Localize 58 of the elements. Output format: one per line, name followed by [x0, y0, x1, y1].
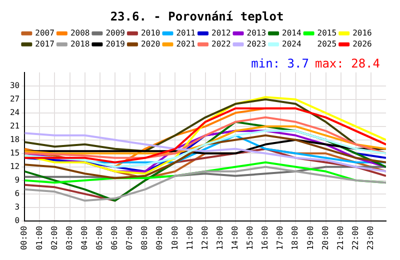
- y-tick-label: 0: [14, 216, 20, 225]
- y-tick-label: 21: [10, 121, 20, 130]
- y-tick-label: 18: [10, 134, 20, 144]
- x-tick-label: 14:00: [230, 226, 240, 250]
- x-tick-label: 23:00: [366, 226, 376, 250]
- legend-label: 2015: [317, 28, 337, 38]
- x-tick-label: 05:00: [94, 226, 104, 250]
- y-tick-label: 24: [10, 108, 20, 117]
- text: min: 3.7: [251, 56, 309, 71]
- y-tick-label: 6: [14, 188, 20, 198]
- y-tick-label: 12: [10, 162, 20, 171]
- x-tick-label: 07:00: [125, 226, 134, 250]
- x-tick-label: 04:00: [80, 226, 89, 250]
- x-tick-label: 21:00: [336, 226, 345, 250]
- legend-label: 2014: [282, 28, 302, 38]
- text: max: 28.4: [314, 56, 380, 71]
- x-tick-label: 08:00: [140, 226, 150, 250]
- y-tick-label: 3: [14, 202, 20, 212]
- x-tick-label: 20:00: [320, 226, 330, 250]
- text: 2025: [317, 39, 337, 48]
- x-tick-label: 16:00: [260, 226, 270, 250]
- legend-label: 2024: [282, 39, 302, 48]
- y-tick-label: 15: [10, 148, 20, 158]
- x-tick-label: 17:00: [276, 226, 285, 250]
- legend-label: 2021: [176, 39, 196, 48]
- y-tick-label: 30: [10, 80, 20, 90]
- x-tick-label: 19:00: [306, 226, 315, 250]
- legend-label: 2019: [106, 39, 126, 48]
- legend-label: 2020: [140, 39, 160, 48]
- x-tick-label: 13:00: [215, 226, 224, 250]
- chart-title: 23.6. - Porovnání teplot: [110, 9, 284, 24]
- x-tick-label: 22:00: [350, 226, 360, 250]
- y-tick-label: 9: [14, 175, 20, 184]
- y-tick-label: 27: [10, 94, 20, 104]
- legend-label: 2007: [35, 28, 55, 38]
- legend-label: 2026: [352, 39, 372, 48]
- x-tick-label: 09:00: [155, 226, 164, 250]
- legend-label: 2010: [140, 28, 160, 38]
- legend-label: 2013: [246, 28, 266, 38]
- legend-label: 2022: [212, 39, 231, 48]
- x-tick-label: 15:00: [246, 226, 255, 250]
- legend-label: 2009: [106, 28, 126, 38]
- legend-label: 2023: [246, 39, 266, 48]
- x-tick-label: 18:00: [290, 226, 300, 250]
- x-tick-label: 00:00: [20, 226, 29, 250]
- x-tick-label: 10:00: [170, 226, 180, 250]
- x-tick-label: 11:00: [185, 226, 194, 250]
- x-tick-label: 02:00: [50, 226, 59, 250]
- legend-label: 2017: [35, 39, 55, 48]
- x-tick-label: 06:00: [110, 226, 120, 250]
- legend-label: 2016: [352, 28, 372, 38]
- legend-label: 2012: [212, 28, 231, 38]
- legend-label: 2008: [70, 28, 90, 38]
- x-tick-label: 01:00: [34, 226, 44, 250]
- legend-label: 2011: [176, 28, 196, 38]
- x-tick-label: 12:00: [200, 226, 210, 250]
- x-tick-label: 03:00: [64, 226, 74, 250]
- legend-label: 2018: [70, 39, 90, 48]
